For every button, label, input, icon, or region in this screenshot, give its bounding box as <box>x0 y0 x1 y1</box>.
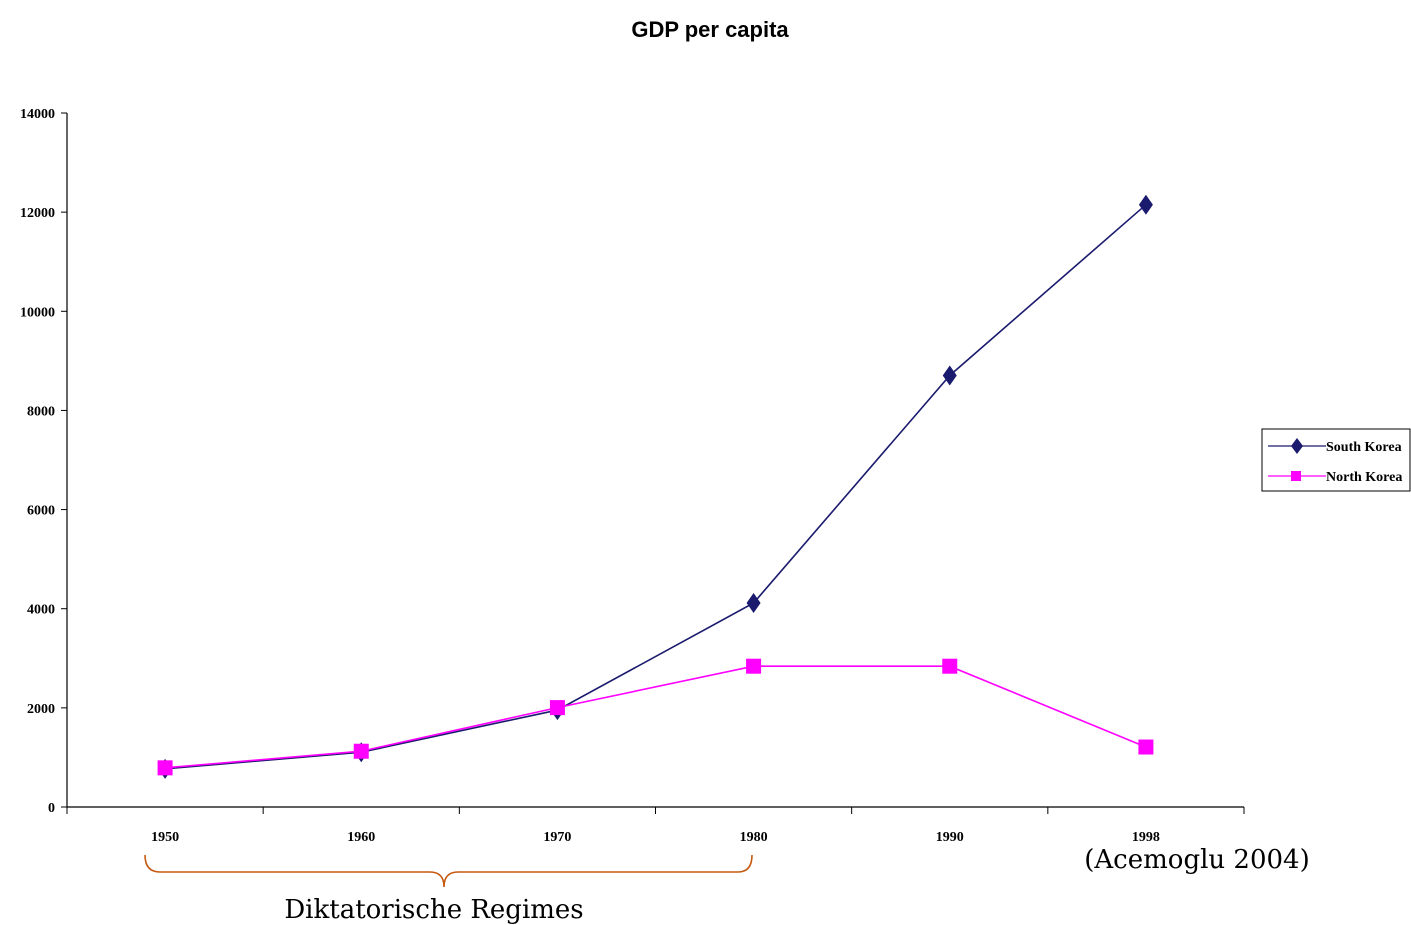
legend-marker-south-korea <box>1291 438 1303 454</box>
x-tick-label: 1970 <box>543 830 571 845</box>
y-tick-label: 4000 <box>27 603 55 618</box>
point-south-korea-1990 <box>942 365 957 386</box>
legend-marker-north-korea <box>1291 471 1301 481</box>
y-tick-label: 6000 <box>27 504 55 519</box>
annotations: Diktatorische Regimes (Acemoglu 2004) <box>144 845 1310 925</box>
y-tick-label: 10000 <box>20 305 55 320</box>
y-tick-label: 12000 <box>20 206 55 221</box>
point-south-korea-1998 <box>1138 194 1153 215</box>
chart-title: GDP per capita <box>631 17 789 42</box>
series-line-north-korea <box>165 665 1147 769</box>
legend-label-north-korea: North Korea <box>1326 470 1402 485</box>
x-tick-label: 1998 <box>1132 830 1160 845</box>
x-tick-label: 1990 <box>936 830 964 845</box>
point-north-korea-1960 <box>353 743 369 759</box>
series-line-south-korea <box>165 204 1147 770</box>
dictatorship-bracket <box>144 854 753 888</box>
point-north-korea-1990 <box>942 658 958 674</box>
x-tick-label: 1950 <box>151 830 179 845</box>
x-tick-label: 1980 <box>740 830 768 845</box>
series-layer <box>157 194 1154 779</box>
bracket-label: Diktatorische Regimes <box>284 895 583 925</box>
point-north-korea-1970 <box>549 700 565 716</box>
legend-box <box>1261 428 1411 492</box>
legend-label-south-korea: South Korea <box>1326 440 1402 455</box>
x-tick-group: 1950 1960 1970 1980 1990 1998 <box>66 807 1245 845</box>
point-north-korea-1950 <box>157 760 173 776</box>
source-citation: (Acemoglu 2004) <box>1084 845 1309 875</box>
y-tick-label: 8000 <box>27 404 55 419</box>
y-tick-group: 0 2000 4000 6000 8000 10000 12000 14000 <box>20 107 67 816</box>
y-tick-label: 0 <box>48 801 55 816</box>
point-north-korea-1998 <box>1138 739 1154 755</box>
legend: South Korea North Korea <box>1261 428 1411 492</box>
chart-axes <box>66 113 1244 808</box>
point-south-korea-1980 <box>746 593 761 614</box>
x-tick-label: 1960 <box>347 830 375 845</box>
y-tick-label: 14000 <box>20 107 55 122</box>
y-tick-label: 2000 <box>27 702 55 717</box>
point-north-korea-1980 <box>746 658 762 674</box>
